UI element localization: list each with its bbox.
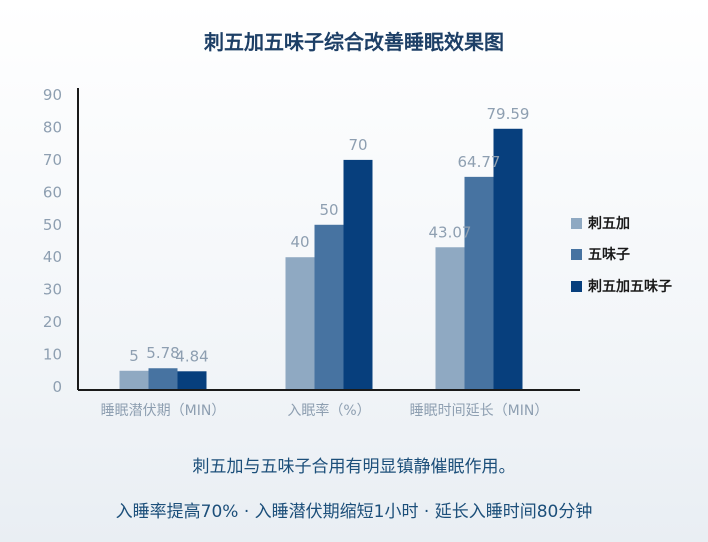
y-tick-label: 70 xyxy=(43,151,62,169)
bar xyxy=(464,176,494,389)
y-tick-label: 30 xyxy=(43,281,62,299)
bar-value-label: 43.07 xyxy=(429,223,472,241)
bar xyxy=(177,371,207,389)
bar xyxy=(148,368,178,389)
y-tick-label: 50 xyxy=(43,216,62,234)
bar xyxy=(119,370,149,389)
y-tick-label: 80 xyxy=(43,118,62,136)
caption-line-2: 入睡率提高70% · 入睡潜伏期缩短1小时 · 延长入睡时间80分钟 xyxy=(115,502,593,522)
legend-label: 刺五加五味子 xyxy=(588,279,672,295)
x-category-label: 入眠率（%） xyxy=(287,402,370,419)
legend-swatch xyxy=(571,217,582,229)
y-axis-ticks: 0 10 20 30 40 50 60 70 80 90 xyxy=(43,86,62,396)
x-category-label: 睡眠时间延长（MIN） xyxy=(410,403,549,419)
bar-value-label: 5.78 xyxy=(146,344,179,362)
caption-line-1: 刺五加与五味子合用有明显镇静催眠作用。 xyxy=(192,457,516,477)
bar-value-label: 5 xyxy=(129,347,139,365)
y-tick-label: 40 xyxy=(43,248,62,266)
bar xyxy=(314,224,344,389)
bar-value-label: 40 xyxy=(290,233,309,251)
legend-swatch xyxy=(571,248,582,260)
y-tick-label: 0 xyxy=(52,378,62,396)
bar xyxy=(435,247,465,389)
chart-title: 刺五加五味子综合改善睡眠效果图 xyxy=(204,30,504,54)
y-tick-label: 60 xyxy=(43,183,62,201)
bar-value-label: 50 xyxy=(319,201,338,219)
bars xyxy=(119,128,523,390)
legend-item: 刺五加五味子 xyxy=(571,277,672,295)
bar xyxy=(285,257,315,389)
legend-label: 刺五加 xyxy=(588,216,630,232)
bar-value-labels: 5 5.784.84 40 50 70 43.07 64.77 79.59 xyxy=(129,105,529,366)
x-axis-categories: 睡眠潜伏期（MIN） 入眠率（%） 睡眠时间延长（MIN） xyxy=(101,402,549,419)
y-tick-label: 90 xyxy=(43,86,62,104)
legend-item: 五味子 xyxy=(571,245,630,263)
y-tick-label: 20 xyxy=(43,313,62,331)
y-tick-label: 10 xyxy=(43,346,62,364)
bar xyxy=(343,159,373,389)
legend-swatch xyxy=(571,280,582,292)
legend-item: 刺五加 xyxy=(571,214,630,232)
bar-value-label: 70 xyxy=(348,136,367,154)
x-category-label: 睡眠潜伏期（MIN） xyxy=(101,403,226,419)
legend-label: 五味子 xyxy=(588,247,630,263)
bar-value-label: 79.59 xyxy=(487,105,530,123)
bar-value-label: 4.84 xyxy=(175,347,208,365)
bar xyxy=(493,128,523,390)
bar-value-label: 64.77 xyxy=(458,153,501,171)
